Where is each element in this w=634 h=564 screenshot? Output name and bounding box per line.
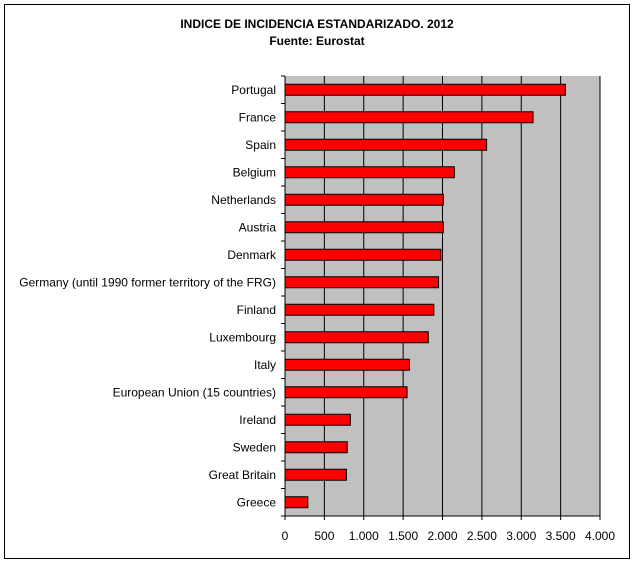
category-label: European Union (15 countries) <box>113 385 276 399</box>
category-label: Finland <box>237 303 276 317</box>
category-label: Luxembourg <box>209 330 276 344</box>
category-label: France <box>239 110 277 124</box>
chart-title: INDICE DE INCIDENCIA ESTANDARIZADO. 2012 <box>180 17 454 31</box>
category-label: Italy <box>254 358 276 372</box>
bar <box>284 138 488 151</box>
category-label: Ireland <box>239 413 276 427</box>
bar <box>284 166 455 179</box>
x-tick-label: 500 <box>314 529 334 543</box>
x-tick-label: 2.500 <box>467 529 497 543</box>
bar <box>284 413 351 426</box>
category-label: Spain <box>245 138 276 152</box>
x-tick-label: 3.500 <box>546 529 576 543</box>
bar <box>284 468 347 481</box>
bar <box>284 331 429 344</box>
chart-subtitle: Fuente: Eurostat <box>269 34 365 48</box>
bar <box>284 193 444 206</box>
x-tick-label: 0 <box>282 529 289 543</box>
bar <box>284 221 444 234</box>
bar <box>284 248 442 261</box>
chart-header: INDICE DE INCIDENCIA ESTANDARIZADO. 2012… <box>5 15 629 50</box>
x-tick-label: 1.000 <box>349 529 379 543</box>
x-tick-label: 3.000 <box>506 529 536 543</box>
bar <box>284 276 440 289</box>
x-tick-label: 1.500 <box>388 529 418 543</box>
category-label: Greece <box>237 495 277 509</box>
category-label: Netherlands <box>211 193 276 207</box>
x-tick-label: 2.000 <box>427 529 457 543</box>
bar <box>284 303 435 316</box>
category-label: Denmark <box>227 248 277 262</box>
bar <box>284 358 410 371</box>
bar <box>284 83 566 96</box>
category-label: Sweden <box>233 440 276 454</box>
category-label: Austria <box>239 220 277 234</box>
bar <box>284 441 348 454</box>
bar <box>284 496 309 509</box>
category-label: Belgium <box>233 165 276 179</box>
category-label: Great Britain <box>209 468 276 482</box>
category-label: Portugal <box>231 83 276 97</box>
bar <box>284 386 408 399</box>
category-label: Germany (until 1990 former territory of … <box>19 275 276 289</box>
x-tick-label: 4.000 <box>585 529 615 543</box>
bar <box>284 111 534 124</box>
